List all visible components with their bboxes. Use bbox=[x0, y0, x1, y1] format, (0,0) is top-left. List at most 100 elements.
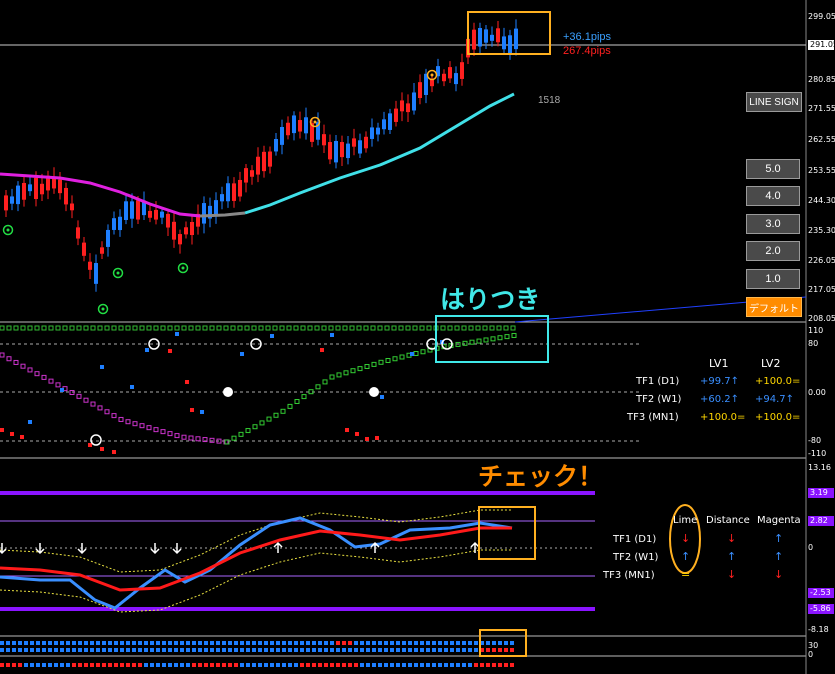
strip-bottom-cell bbox=[6, 663, 10, 667]
osc1-tick: -80 bbox=[808, 436, 822, 445]
strip-top-cell bbox=[468, 641, 472, 645]
candle-body bbox=[340, 142, 344, 158]
osc2-tick: 13.16 bbox=[808, 463, 831, 472]
candle-body bbox=[478, 28, 482, 47]
strip-bottom-cell bbox=[306, 663, 310, 667]
osc1-top-dot bbox=[195, 325, 201, 331]
candle-body bbox=[268, 151, 272, 167]
candle-body bbox=[34, 177, 38, 200]
osc1-tick: -110 bbox=[808, 449, 827, 458]
strip-top-cell bbox=[30, 641, 34, 645]
osc1-top-dot bbox=[293, 325, 299, 331]
osc2-arrow bbox=[77, 543, 87, 555]
price-tick: 253.55 bbox=[808, 166, 835, 175]
signal-dot bbox=[181, 266, 185, 270]
osc1-top-dot bbox=[27, 325, 33, 331]
strip-bottom-cell bbox=[240, 663, 244, 667]
strip-mid-cell bbox=[120, 648, 124, 652]
candle-body bbox=[418, 82, 422, 99]
candle-body bbox=[58, 179, 62, 194]
osc1-magenta-dot bbox=[139, 423, 145, 429]
strip-top-cell bbox=[120, 641, 124, 645]
candle-body bbox=[232, 183, 236, 201]
candle-body bbox=[328, 142, 332, 160]
strip-bottom-cell bbox=[60, 663, 64, 667]
strip-mid-cell bbox=[258, 648, 262, 652]
strip-top-cell bbox=[114, 641, 118, 645]
osc1-magenta-dot bbox=[188, 435, 194, 441]
line-sign-button[interactable]: LINE SIGN bbox=[746, 92, 802, 112]
strip-bottom-cell bbox=[408, 663, 412, 667]
strip-mid-cell bbox=[486, 648, 490, 652]
strip-top-cell bbox=[324, 641, 328, 645]
oscillator-1-dots bbox=[0, 325, 517, 454]
osc1-magenta-dot bbox=[216, 438, 222, 444]
strip-top-cell bbox=[294, 641, 298, 645]
candle-body bbox=[10, 196, 14, 204]
strip-top-cell bbox=[150, 641, 154, 645]
strip-mid-cell bbox=[510, 648, 514, 652]
strip-bottom-cell bbox=[30, 663, 34, 667]
pips-up: +36.1pips bbox=[563, 31, 612, 43]
strip-bottom-cell bbox=[12, 663, 16, 667]
candlesticks bbox=[4, 19, 518, 292]
strip-top-cell bbox=[276, 641, 280, 645]
strip-top-cell bbox=[354, 641, 358, 645]
osc1-top-dot bbox=[202, 325, 208, 331]
candle-body bbox=[472, 29, 476, 50]
strip-bottom-cell bbox=[42, 663, 46, 667]
strip-top-cell bbox=[462, 641, 466, 645]
level-button-3[interactable]: 3.0 bbox=[746, 214, 800, 234]
strip-bottom-cell bbox=[462, 663, 466, 667]
strip-bottom-cell bbox=[198, 663, 202, 667]
strip-top-cell bbox=[258, 641, 262, 645]
candle-body bbox=[112, 218, 116, 230]
default-button[interactable]: デフォルト bbox=[746, 297, 802, 317]
strip-bottom-cell bbox=[432, 663, 436, 667]
osc1-top-dot bbox=[454, 325, 460, 331]
strip-top-cell bbox=[312, 641, 316, 645]
level-button-5[interactable]: 5.0 bbox=[746, 159, 800, 179]
strip-top-cell bbox=[396, 641, 400, 645]
level-button-1[interactable]: 1.0 bbox=[746, 269, 800, 289]
osc1-top-dot bbox=[13, 325, 19, 331]
osc1-top-dot bbox=[321, 325, 327, 331]
candle-body bbox=[16, 185, 20, 205]
osc1-signal-circle bbox=[250, 338, 262, 350]
osc1-green-dot bbox=[259, 420, 265, 426]
candle-body bbox=[310, 123, 314, 142]
osc2-tag: -5.86 bbox=[808, 604, 834, 614]
level-button-4[interactable]: 4.0 bbox=[746, 186, 800, 206]
strip-bottom-cell bbox=[90, 663, 94, 667]
strip-mid-cell bbox=[180, 648, 184, 652]
highlight-box-osc2 bbox=[478, 506, 536, 560]
osc1-blue-dot bbox=[100, 365, 104, 369]
osc1-top-dot bbox=[419, 325, 425, 331]
candle-body bbox=[4, 195, 8, 211]
osc1-top-dot bbox=[209, 325, 215, 331]
osc1-green-dot bbox=[385, 358, 391, 363]
level-button-2[interactable]: 2.0 bbox=[746, 241, 800, 261]
strip-mid-cell bbox=[72, 648, 76, 652]
strip-mid-cell bbox=[426, 648, 430, 652]
osc1-green-dot bbox=[462, 340, 468, 346]
osc1-tick: 0.00 bbox=[808, 388, 826, 397]
osc1-green-dot bbox=[476, 338, 482, 344]
osc2-row-distance: ↓ bbox=[727, 568, 737, 581]
candle-body bbox=[442, 73, 446, 82]
candle-body bbox=[124, 201, 128, 220]
price-tick: 299.05 bbox=[808, 12, 835, 21]
signal-circle bbox=[112, 267, 124, 279]
strip-top-cell bbox=[210, 641, 214, 645]
osc1-top-dot bbox=[223, 325, 229, 331]
osc1-top-dot bbox=[216, 325, 222, 331]
osc1-magenta-dot bbox=[111, 413, 117, 419]
price-tick: 271.55 bbox=[808, 104, 835, 113]
strip-bottom-cell bbox=[402, 663, 406, 667]
strip-mid-cell bbox=[372, 648, 376, 652]
candle-body bbox=[166, 213, 170, 228]
candle-body bbox=[430, 79, 434, 87]
strip-top-cell bbox=[84, 641, 88, 645]
candle-body bbox=[274, 139, 278, 152]
strip-bottom-cell bbox=[390, 663, 394, 667]
